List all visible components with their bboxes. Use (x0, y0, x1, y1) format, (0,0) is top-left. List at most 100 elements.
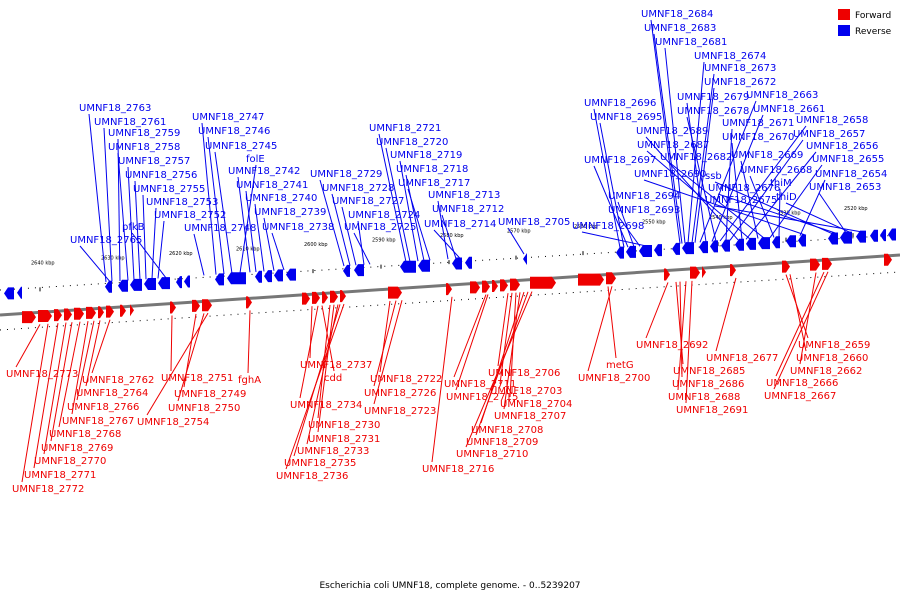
reverse-gene-label: UMNF18_2717 (398, 178, 470, 189)
forward-gene-label: fghA (238, 375, 261, 386)
forward-genes (22, 253, 892, 324)
reverse-leader-line (157, 220, 165, 279)
reverse-leader-line (239, 164, 257, 274)
tick-label: 2580 kbp (440, 233, 464, 239)
reverse-gene-label: UMNF18_2753 (146, 197, 218, 208)
forward-gene-arrow (606, 272, 616, 285)
forward-gene-arrow (730, 264, 736, 277)
reverse-leader-line (664, 47, 686, 244)
forward-gene-label: UMNF18_2749 (174, 389, 246, 400)
tick-label: 2630 kbp (101, 256, 125, 262)
reverse-leader-line (785, 202, 851, 233)
reverse-leader-line (214, 151, 233, 274)
reverse-gene-label: UMNF18_2755 (133, 184, 205, 195)
reverse-gene-arrow (523, 253, 527, 265)
reverse-leader-line (127, 166, 135, 281)
reverse-leader-line (271, 232, 285, 271)
forward-gene-label: UMNF18_2703 (490, 386, 562, 397)
forward-gene-label: UMNF18_2764 (76, 388, 148, 399)
forward-leader-line (170, 315, 173, 372)
reverse-gene-arrow (264, 270, 272, 283)
reverse-gene-label: UMNF18_2714 (424, 219, 496, 230)
reverse-gene-label: UMNF18_2724 (348, 210, 420, 221)
reverse-leader-line (593, 108, 621, 248)
reverse-leader-line (581, 231, 647, 247)
forward-gene-label: UMNF18_2766 (67, 402, 139, 413)
forward-gene-label: UMNF18_2677 (706, 353, 778, 364)
reverse-leader-line (357, 220, 365, 265)
reverse-gene-arrow (184, 275, 190, 288)
reverse-gene-arrow (274, 269, 283, 282)
forward-leader-line (789, 274, 807, 352)
forward-gene-arrow (482, 280, 490, 293)
reverse-leader-line (778, 188, 781, 238)
forward-leader-line (431, 296, 453, 463)
reverse-leader-line (653, 33, 683, 244)
forward-leader-line (91, 319, 111, 374)
reverse-gene-arrow (354, 264, 364, 277)
reverse-gene-arrow (158, 277, 170, 290)
reverse-gene-label: UMNF18_2679 (677, 92, 749, 103)
reverse-gene-arrow (798, 234, 806, 247)
reverse-leader-line (646, 150, 751, 240)
forward-leader-line (499, 292, 513, 385)
forward-leader-line (677, 281, 687, 391)
reverse-gene-label: UMNF18_2683 (644, 23, 716, 34)
reverse-gene-label: UMNF18_2661 (753, 104, 825, 115)
forward-leader-line (309, 306, 313, 359)
reverse-gene-label: UMNF18_2746 (198, 126, 270, 137)
forward-gene-label: UMNF18_2692 (636, 340, 708, 351)
reverse-leader-line (245, 190, 257, 272)
forward-gene-arrow (54, 309, 62, 322)
tick-label: 2620 kbp (169, 251, 193, 257)
reverse-gene-label: UMNF18_2721 (369, 123, 441, 134)
reverse-gene-arrow (758, 237, 770, 250)
forward-leader-line (285, 303, 345, 470)
reverse-gene-arrow (144, 278, 156, 290)
reverse-leader-line (617, 201, 635, 247)
forward-gene-label: UMNF18_2768 (49, 429, 121, 440)
reverse-leader-line (669, 162, 765, 239)
forward-leader-line (799, 272, 817, 365)
reverse-gene-arrow (176, 276, 182, 289)
reverse-gene-label: thiM (770, 178, 792, 189)
forward-gene-label: UMNF18_2731 (308, 434, 380, 445)
forward-gene-labels: UMNF18_2773 UMNF18_2762 UMNF18_2764 UMNF18_… (6, 340, 870, 495)
reverse-leader-line (719, 125, 807, 242)
forward-leader-line (587, 286, 613, 372)
forward-gene-arrow (246, 296, 252, 309)
forward-leader-line (773, 271, 829, 390)
reverse-leader-line (725, 128, 733, 241)
reverse-gene-arrow (418, 259, 430, 272)
reverse-leader-line (117, 152, 129, 281)
reverse-gene-label: UMNF18_2653 (809, 182, 881, 193)
reverse-leader-line (694, 87, 715, 243)
forward-leader-line (679, 281, 683, 378)
reverse-leader-line (399, 160, 419, 262)
forward-gene-arrow (302, 292, 310, 305)
reverse-gene-label: UMNF18_2741 (236, 180, 308, 191)
forward-gene-label: UMNF18_2691 (676, 405, 748, 416)
forward-gene-arrow (664, 268, 670, 281)
reverse-gene-label: UMNF18_2719 (390, 150, 462, 161)
forward-gene-label: UMNF18_2734 (290, 400, 362, 411)
reverse-gene-label: UMNF18_2718 (396, 164, 468, 175)
reverse-gene-arrow (880, 229, 886, 242)
tick-label: 2540 kbp (709, 215, 733, 221)
reverse-gene-arrow (452, 257, 462, 270)
reverse-leader-line (378, 133, 407, 263)
reverse-leader-line (617, 215, 641, 247)
forward-gene-arrow (330, 290, 338, 303)
forward-gene-arrow (446, 283, 452, 296)
reverse-gene-label: UMNF18_2670 (722, 132, 794, 143)
forward-gene-label: UMNF18_2736 (276, 471, 348, 482)
tick-label: 2550 kbp (642, 220, 666, 226)
reverse-gene-label: UMNF18_2759 (108, 128, 180, 139)
forward-leader-line (317, 304, 335, 433)
legend-forward-label: Forward (855, 11, 891, 21)
reverse-gene-label: UMNF18_2758 (108, 142, 180, 153)
reverse-gene-label: pfkB (122, 222, 145, 233)
reverse-gene-label: UMNF18_2757 (118, 156, 190, 167)
forward-leader-line (775, 271, 825, 377)
reverse-gene-label: UMNF18_2763 (79, 103, 151, 114)
